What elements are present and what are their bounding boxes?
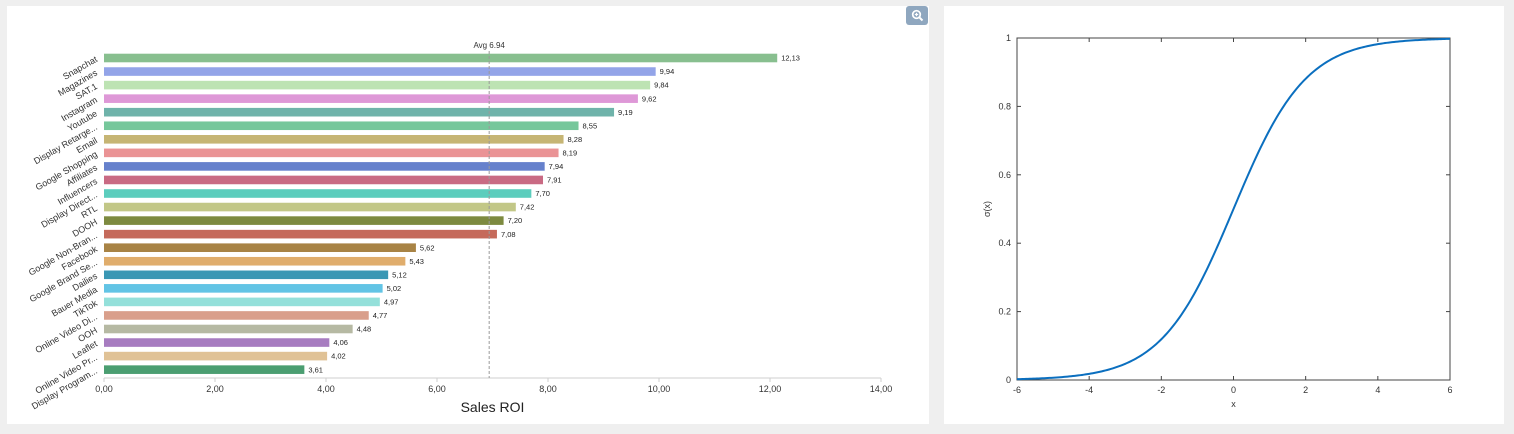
bar-value-label: 3,61: [308, 365, 323, 374]
bar: [104, 162, 545, 171]
bar: [104, 80, 651, 90]
x-tick-label: -6: [1013, 385, 1021, 395]
x-tick-label: 6,00: [428, 384, 446, 394]
bar-value-label: 9,84: [654, 81, 669, 90]
bar-value-label: 8,19: [563, 148, 578, 157]
x-tick-label: 4,00: [317, 384, 335, 394]
bar-value-label: 9,62: [642, 94, 657, 103]
bar: [104, 311, 369, 320]
x-tick-label: 2: [1303, 385, 1308, 395]
bar-value-label: 7,94: [549, 162, 564, 171]
bar: [104, 243, 416, 252]
x-axis-title: Sales ROI: [461, 399, 525, 415]
bar: [104, 67, 656, 76]
bar: [104, 189, 532, 198]
sigmoid-line-chart: -6 -4 -2 0 2 4 6 0 0.2 0.4 0.6 0.8 1 x σ(x): [982, 33, 1453, 409]
bar-value-label: 4,06: [333, 338, 348, 347]
bar-value-label: 4,97: [384, 298, 399, 307]
bar: [104, 338, 330, 347]
y-tick-label: 0.8: [998, 101, 1011, 111]
bar: [104, 94, 638, 103]
bar-value-label: 5,02: [387, 284, 402, 293]
bar-value-label: 7,91: [547, 176, 562, 185]
x-tick-label: 0: [1231, 385, 1236, 395]
bar: [104, 365, 305, 374]
bar: [104, 256, 406, 266]
bar: [104, 107, 615, 117]
x-tick-label: -2: [1157, 385, 1165, 395]
bar: [104, 121, 579, 131]
bar-value-label: 5,62: [420, 243, 435, 252]
bar: [104, 351, 328, 361]
x-tick-label: -4: [1085, 385, 1093, 395]
bar: [104, 216, 504, 225]
bar: [104, 270, 389, 280]
sigmoid-curve: [1016, 37, 1451, 381]
bar: [104, 229, 497, 239]
bar: [104, 297, 380, 307]
x-tick-label: 12,00: [759, 384, 782, 394]
bar-value-label: 4,02: [331, 352, 346, 361]
y-tick-label: 1: [1006, 33, 1011, 43]
y-axis-title: σ(x): [982, 201, 992, 217]
bar-value-label: 5,12: [392, 270, 407, 279]
bar-value-label: 4,48: [357, 325, 372, 334]
bar: [104, 284, 383, 293]
bar: [104, 53, 778, 63]
x-tick-label: 0,00: [95, 384, 113, 394]
x-tick-label: 6: [1447, 385, 1452, 395]
bar: [104, 324, 353, 334]
x-axis-title: x: [1231, 399, 1236, 409]
bar-value-label: 7,42: [520, 203, 535, 212]
x-tick-label: 10,00: [648, 384, 671, 394]
y-tick-label: 0.4: [998, 238, 1011, 248]
x-tick-label: 8,00: [539, 384, 557, 394]
bar-value-label: 7,08: [501, 230, 516, 239]
roi-bar-chart: 0,00 2,00 4,00 6,00 8,00 10,00 12,00 14,00 Sales…: [27, 41, 893, 415]
roi-bar-chart-panel: 0,00 2,00 4,00 6,00 8,00 10,00 12,00 14,00 Sales…: [7, 6, 929, 424]
y-tick-label: 0: [1006, 375, 1011, 385]
average-label: Avg 6.94: [473, 41, 505, 50]
bar-value-label: 9,94: [660, 67, 675, 76]
bar: [104, 135, 564, 144]
x-tick-label: 4: [1375, 385, 1380, 395]
bar: [104, 202, 516, 212]
zoom-in-icon: [911, 9, 923, 22]
y-tick-label: 0.6: [998, 170, 1011, 180]
bar-value-label: 7,20: [508, 216, 523, 225]
bar-value-label: 12,13: [781, 54, 800, 63]
bar: [104, 175, 544, 185]
bar-value-label: 4,77: [373, 311, 388, 320]
bar-value-label: 8,28: [568, 135, 583, 144]
sigmoid-chart-panel: -6 -4 -2 0 2 4 6 0 0.2 0.4 0.6 0.8 1 x σ(x): [944, 6, 1504, 424]
bar-value-label: 9,19: [618, 108, 633, 117]
y-tick-label: 0.2: [998, 307, 1011, 317]
x-tick-label: 14,00: [870, 384, 893, 394]
zoom-button[interactable]: [906, 6, 928, 25]
x-tick-label: 2,00: [206, 384, 224, 394]
bar-value-label: 5,43: [409, 257, 424, 266]
bar: [104, 148, 559, 158]
bar-value-label: 8,55: [583, 121, 598, 130]
bar-value-label: 7,70: [535, 189, 550, 198]
